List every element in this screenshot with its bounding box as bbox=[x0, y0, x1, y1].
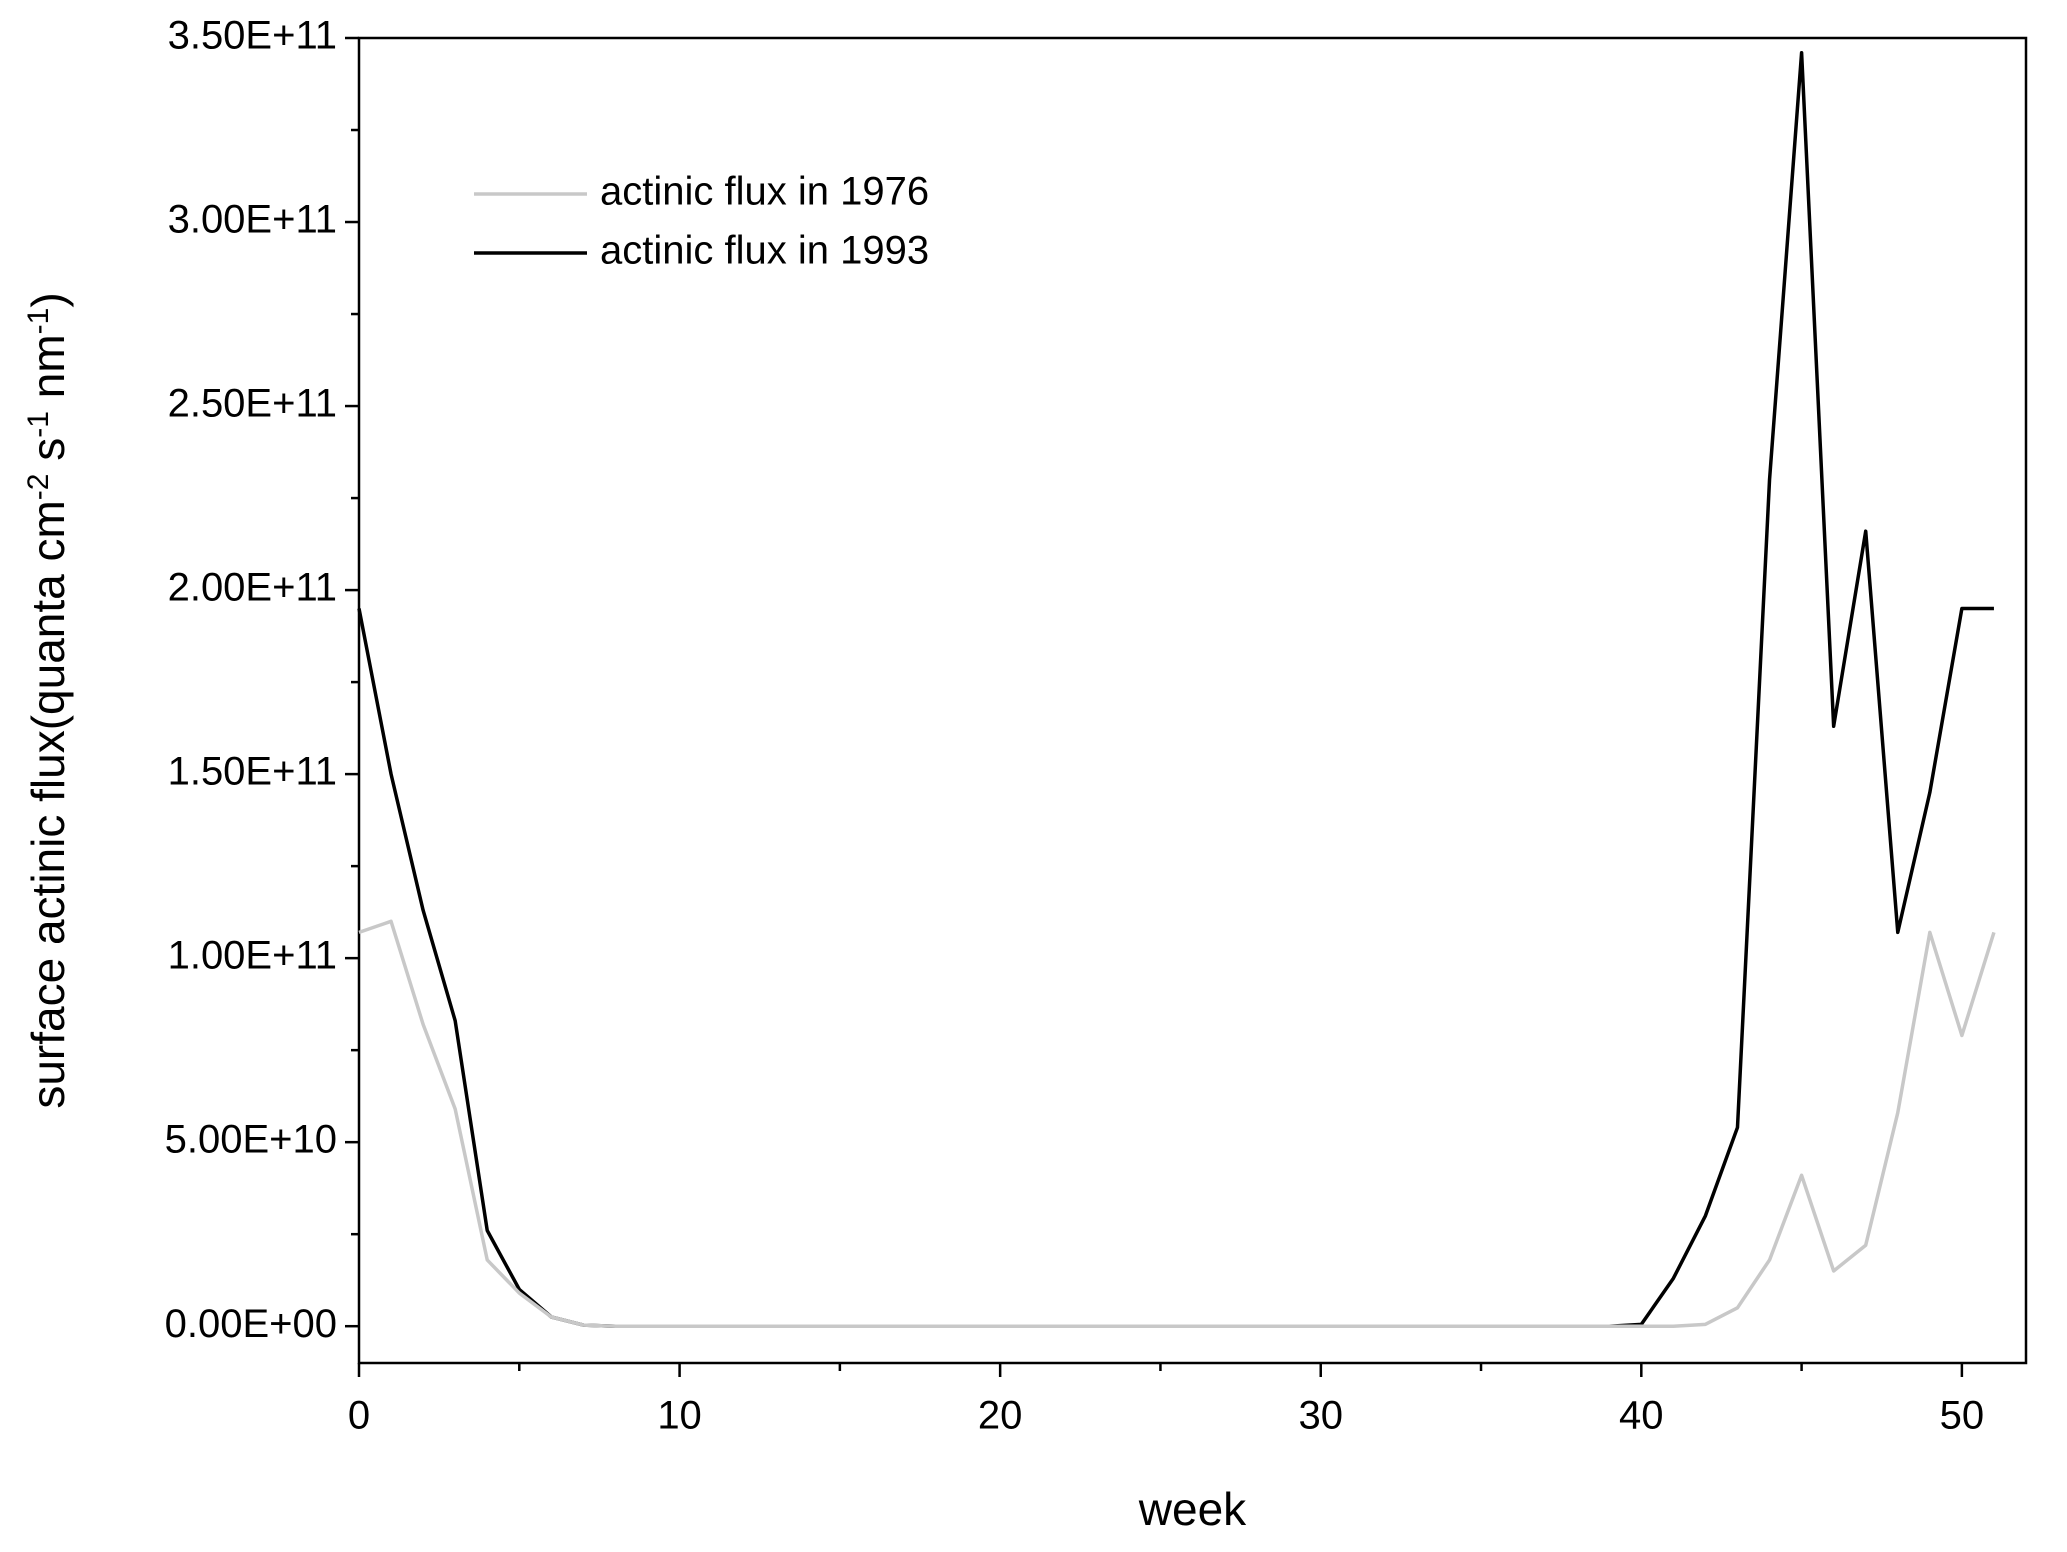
legend-label: actinic flux in 1993 bbox=[600, 229, 929, 273]
y-tick-label: 1.50E+11 bbox=[168, 750, 337, 794]
y-axis-label-part: -1 bbox=[22, 411, 55, 438]
plot-frame bbox=[357, 36, 2028, 1365]
y-tick-label: 5.00E+10 bbox=[165, 1118, 337, 1162]
x-tick-label: 0 bbox=[348, 1394, 370, 1438]
legend-label: actinic flux in 1976 bbox=[600, 170, 929, 214]
y-tick-label: 3.00E+11 bbox=[168, 198, 337, 242]
y-axis-label-part: surface actinic flux(quanta cm bbox=[22, 500, 74, 1109]
y-tick-label: 0.00E+00 bbox=[165, 1302, 337, 1346]
x-tick-label: 20 bbox=[978, 1394, 1023, 1438]
y-axis-label-part: nm bbox=[22, 334, 74, 411]
y-axis-label-part: s bbox=[22, 438, 74, 474]
y-tick-label: 3.50E+11 bbox=[168, 14, 337, 58]
y-axis-label-part: ) bbox=[22, 292, 74, 307]
y-tick-label: 2.00E+11 bbox=[168, 566, 337, 610]
x-axis-label: week bbox=[1138, 1483, 1247, 1535]
x-tick-label: 10 bbox=[657, 1394, 702, 1438]
x-tick-label: 40 bbox=[1619, 1394, 1664, 1438]
x-tick-label: 30 bbox=[1298, 1394, 1343, 1438]
y-axis-label: surface actinic flux(quanta cm-2 s-1 nm-… bbox=[22, 292, 74, 1108]
data-line bbox=[358, 919, 1996, 1328]
x-tick-label: 50 bbox=[1940, 1394, 1985, 1438]
y-axis-label-part: -2 bbox=[22, 473, 55, 500]
y-axis-label-part: -1 bbox=[22, 308, 55, 335]
y-tick-label: 2.50E+11 bbox=[168, 382, 337, 426]
y-tick-label: 1.00E+11 bbox=[168, 934, 337, 978]
